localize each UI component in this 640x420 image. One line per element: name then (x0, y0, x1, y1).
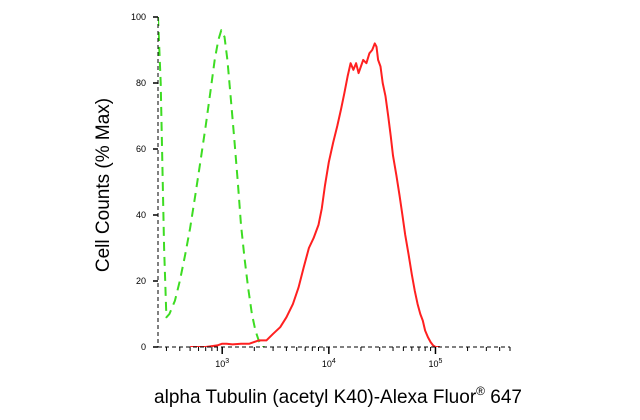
plot-area (158, 16, 440, 347)
y-tick-label-2: 40 (136, 210, 146, 220)
x-axis-title-sup: ® (476, 384, 485, 398)
x-axis-title-main: alpha Tubulin (acetyl K40)-Alexa Fluor (154, 387, 477, 408)
y-tick-label-5: 100 (131, 12, 146, 22)
x-tick-label-2: 105 (429, 358, 443, 369)
series-line-0 (158, 16, 265, 347)
x-tick-label-base-2: 10 (429, 359, 439, 369)
x-axis-title-tail: 647 (485, 387, 522, 408)
y-tick-label-3: 60 (136, 144, 146, 154)
x-tick-label-base-0: 10 (215, 359, 225, 369)
series-line-1 (190, 42, 440, 347)
y-tick-label-1: 20 (136, 276, 146, 286)
x-tick-label-base-1: 10 (322, 359, 332, 369)
y-tick-label-4: 80 (136, 78, 146, 88)
y-axis-title: Cell Counts (% Max) (93, 98, 114, 272)
x-tick-label-0: 103 (215, 358, 229, 369)
x-axis-title: alpha Tubulin (acetyl K40)-Alexa Fluor® … (154, 384, 522, 408)
x-tick-label-exp-2: 5 (439, 358, 443, 365)
x-tick-label-1: 104 (322, 358, 336, 369)
y-tick-label-0: 0 (141, 342, 146, 352)
x-tick-label-exp-1: 4 (332, 358, 336, 365)
x-tick-label-exp-0: 3 (225, 358, 229, 365)
